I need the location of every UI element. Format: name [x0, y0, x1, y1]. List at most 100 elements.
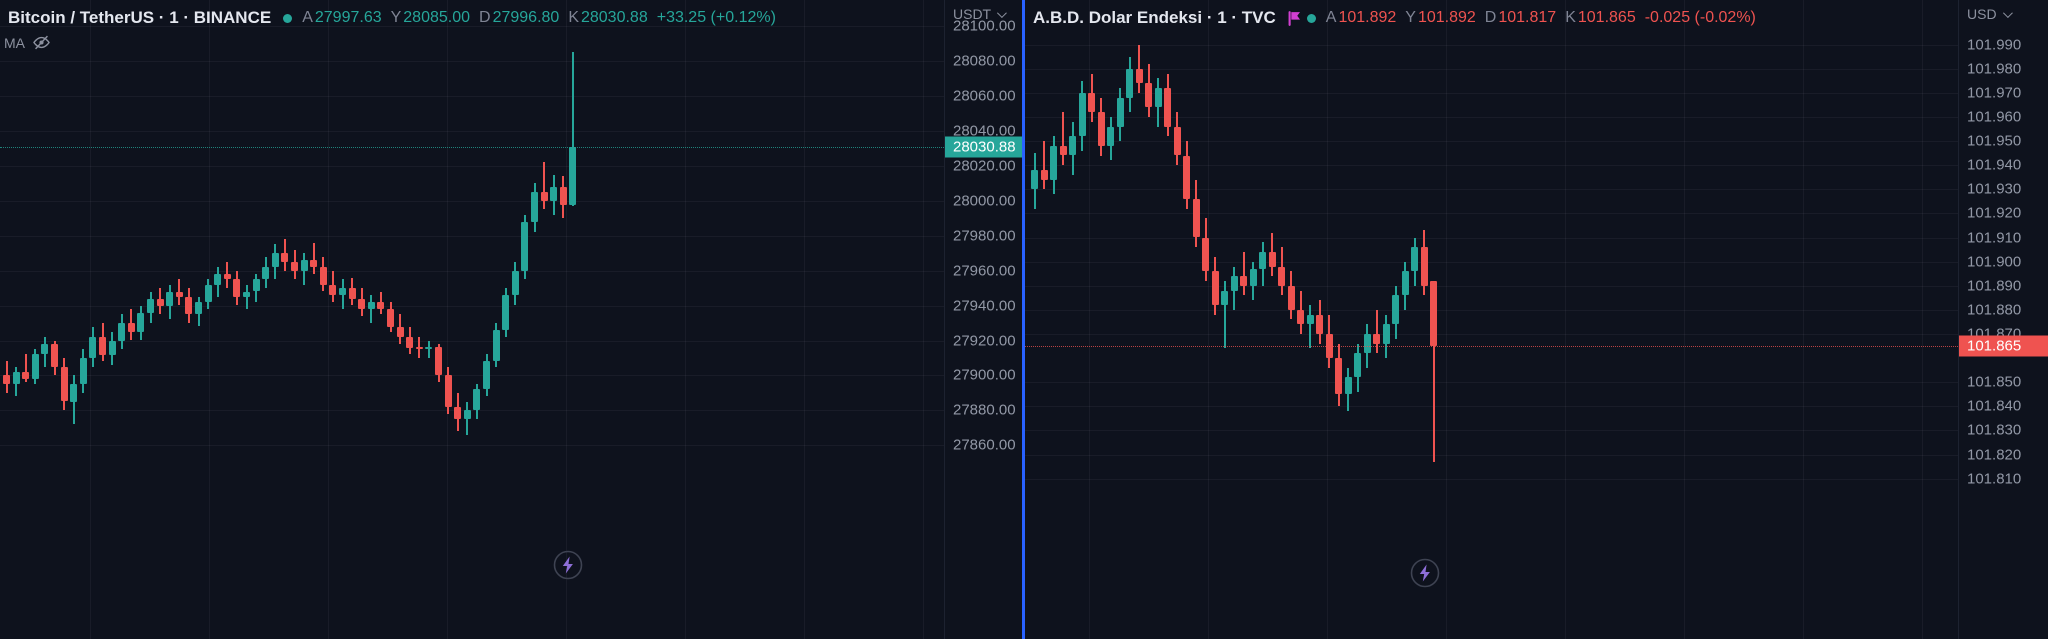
- candle-body: [1411, 247, 1418, 272]
- candle-body: [175, 291, 183, 297]
- candle-body: [454, 406, 462, 419]
- flag-icon[interactable]: [1286, 10, 1303, 27]
- open-value: 27997.63: [314, 9, 382, 26]
- grid-line-vertical: [1922, 0, 1923, 639]
- grid-line-horizontal: [0, 375, 944, 377]
- candle-body: [1173, 126, 1181, 156]
- current-price-tag: 28030.88: [945, 136, 1022, 158]
- low-label: D: [1484, 9, 1497, 26]
- grid-line-horizontal: [1025, 406, 1958, 408]
- low-value: 27996.80: [492, 9, 560, 26]
- grid-line-vertical: [1327, 0, 1328, 639]
- current-price-line: [1025, 346, 1958, 347]
- grid-line-horizontal: [0, 26, 944, 28]
- candle-body: [89, 337, 97, 358]
- candle-body: [99, 337, 106, 355]
- grid-line-vertical: [1446, 0, 1447, 639]
- candle-body: [31, 354, 39, 379]
- chart-pane-btcusdt: Bitcoin / TetherUS · 1 · BINANCE A 27997.…: [0, 0, 1022, 639]
- grid-line-horizontal: [0, 305, 944, 307]
- high-label: Y: [1405, 9, 1416, 26]
- candle-body: [243, 291, 250, 297]
- candle-body: [1392, 295, 1399, 325]
- lightning-button[interactable]: [1409, 557, 1441, 589]
- candle-body: [1382, 324, 1390, 344]
- high-label: Y: [390, 9, 402, 26]
- candle-body: [1145, 83, 1152, 108]
- candle-body: [1344, 377, 1352, 395]
- grid-line-vertical: [685, 0, 686, 639]
- lightning-button[interactable]: [552, 549, 584, 581]
- candle-body: [463, 410, 471, 419]
- price-tick-label: 27980.00: [953, 227, 1016, 245]
- pane-divider[interactable]: [1022, 0, 1025, 639]
- candle-body: [329, 284, 337, 296]
- candle-body: [1316, 314, 1323, 334]
- candle-body: [1059, 145, 1067, 156]
- price-tick-label: 101.980: [1967, 60, 2022, 78]
- btc-price-scale[interactable]: USDT 28100.00 28080.00 28060.00 28040.00 280…: [944, 0, 1022, 639]
- candle-body: [1401, 271, 1409, 296]
- price-tick-label: 27940.00: [953, 297, 1016, 314]
- btc-chart-canvas[interactable]: [0, 0, 944, 639]
- candle-body: [137, 312, 145, 332]
- candle-body: [310, 260, 318, 268]
- price-tick-label: 101.820: [1967, 446, 2022, 463]
- candle-body: [569, 146, 577, 205]
- price-tick-label: 101.890: [1967, 277, 2022, 295]
- symbol-title[interactable]: A.B.D. Dolar Endeksi · 1 · TVC: [1033, 8, 1276, 27]
- candle-body: [79, 357, 87, 385]
- open-label: A: [1325, 9, 1337, 26]
- price-tick-label: 28040.00: [953, 122, 1016, 140]
- candle-body: [108, 340, 116, 355]
- grid-line-horizontal: [1025, 261, 1958, 263]
- price-tick-label: 101.880: [1967, 301, 2022, 319]
- candle-wick: [1223, 280, 1226, 349]
- candle-body: [1202, 237, 1209, 272]
- axis-currency-label: USD: [1967, 6, 1997, 22]
- price-tick-label: 27880.00: [953, 401, 1016, 419]
- symbol-title[interactable]: Bitcoin / TetherUS · 1 · BINANCE: [8, 8, 272, 27]
- chevron-down-icon: [997, 7, 1007, 18]
- price-tick-label: 101.900: [1967, 253, 2022, 271]
- axis-currency-menu[interactable]: USD: [1967, 6, 2013, 22]
- grid-line-horizontal: [1025, 454, 1958, 456]
- candle-wick: [370, 295, 373, 323]
- grid-line-horizontal: [1025, 141, 1958, 143]
- candle-body: [559, 186, 567, 205]
- candle-body: [60, 366, 68, 402]
- indicator-label[interactable]: MA: [4, 34, 25, 51]
- grid-line-horizontal: [0, 200, 944, 202]
- candle-body: [204, 284, 212, 303]
- candle-body: [1363, 334, 1371, 354]
- candle-body: [1116, 97, 1124, 127]
- high-value: 28085.00: [403, 9, 471, 26]
- price-tick-label: 101.930: [1967, 180, 2022, 198]
- candle-body: [185, 296, 193, 315]
- grid-line-horizontal: [1025, 382, 1958, 384]
- grid-line-horizontal: [0, 96, 944, 97]
- candle-body: [1211, 271, 1219, 306]
- candle-body: [1335, 358, 1342, 395]
- chevron-down-icon: [2002, 7, 2013, 18]
- candle-body: [1069, 136, 1076, 156]
- grid-line-horizontal: [1025, 309, 1958, 311]
- price-tick-label: 101.960: [1967, 108, 2022, 126]
- candle-body: [127, 323, 135, 332]
- candle-body: [511, 270, 519, 295]
- candle-body: [51, 343, 58, 367]
- eye-slash-icon[interactable]: [32, 33, 51, 52]
- candle-body: [415, 347, 423, 350]
- candle-wick: [24, 354, 27, 383]
- price-tick-label: 28060.00: [953, 87, 1016, 105]
- grid-line-horizontal: [1025, 165, 1958, 167]
- axis-currency-menu[interactable]: USDT: [953, 6, 1007, 22]
- candle-body: [1354, 353, 1361, 378]
- candle-body: [195, 302, 202, 315]
- candle-body: [1183, 155, 1190, 199]
- close-label: K: [1565, 9, 1576, 26]
- open-label: A: [302, 9, 313, 26]
- candle-body: [12, 371, 20, 385]
- dxy-price-scale[interactable]: USD 101.990 101.980 101.970 101.960 101.950 1…: [1958, 0, 2048, 639]
- dxy-chart-canvas[interactable]: [1025, 0, 1958, 639]
